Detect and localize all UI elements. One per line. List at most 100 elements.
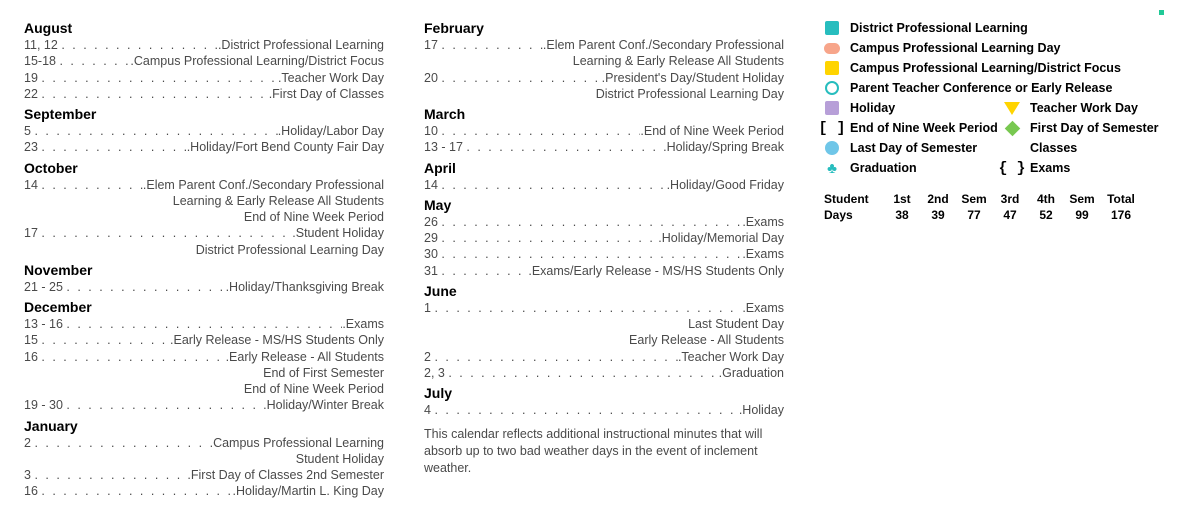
month-title: October bbox=[24, 160, 384, 176]
entry-label: .Student Holiday bbox=[292, 225, 384, 241]
entry-label: .Holiday bbox=[739, 402, 784, 418]
sq-yellow-icon bbox=[824, 60, 840, 76]
days-header-cell: Student bbox=[824, 192, 884, 206]
entry-continuation: District Professional Learning Day bbox=[424, 86, 784, 102]
circ-teal-icon bbox=[824, 80, 840, 96]
entry-continuation: End of Nine Week Period bbox=[24, 381, 384, 397]
legend-item: Parent Teacher Conference or Early Relea… bbox=[824, 80, 1182, 96]
entry-label: .Campus Professional Learning/District F… bbox=[130, 53, 384, 69]
month-title: February bbox=[424, 20, 784, 36]
entry-label: .Exams bbox=[342, 316, 384, 332]
month-block: June1 .ExamsLast Student DayEarly Releas… bbox=[424, 283, 784, 381]
entry-date: 22 bbox=[24, 86, 41, 102]
entry-label: .Holiday/Thanksgiving Break bbox=[226, 279, 384, 295]
column-1: August11, 12 .District Professional Lear… bbox=[24, 20, 384, 504]
legend-label: Campus Professional Learning/District Fo… bbox=[850, 61, 1121, 75]
entry-dots bbox=[441, 230, 658, 246]
legend-label: Classes bbox=[1030, 141, 1077, 155]
student-days-table: Student 1st 2nd Sem 3rd 4th Sem Total Da… bbox=[824, 192, 1182, 222]
days-header-row: Student 1st 2nd Sem 3rd 4th Sem Total bbox=[824, 192, 1182, 206]
entry-label: .President's Day/Student Holiday bbox=[602, 70, 784, 86]
entry-date: 3 bbox=[24, 467, 34, 483]
entry-continuation: Last Student Day bbox=[424, 316, 784, 332]
entry-continuation: District Professional Learning Day bbox=[24, 242, 384, 258]
entry-date: 29 bbox=[424, 230, 441, 246]
entry-date: 21 - 25 bbox=[24, 279, 66, 295]
days-cell: 99 bbox=[1064, 208, 1100, 222]
footnote: This calendar reflects additional instru… bbox=[424, 426, 784, 477]
calendar-entry: 16 .Holiday/Martin L. King Day bbox=[24, 483, 384, 499]
legend-label: Campus Professional Learning Day bbox=[850, 41, 1060, 55]
days-cell: Days bbox=[824, 208, 884, 222]
days-header-cell: 1st bbox=[884, 192, 920, 206]
entry-dots bbox=[41, 86, 268, 102]
entry-date: 13 - 16 bbox=[24, 316, 66, 332]
club-icon: ♣ bbox=[824, 160, 840, 176]
brackets-icon: [ ] bbox=[824, 120, 840, 136]
entry-dots bbox=[441, 37, 543, 53]
sq-teal-icon bbox=[824, 20, 840, 36]
entry-label: .End of Nine Week Period bbox=[640, 123, 784, 139]
month-title: January bbox=[24, 418, 384, 434]
days-cell: 47 bbox=[992, 208, 1028, 222]
days-header-cell: Total bbox=[1100, 192, 1142, 206]
days-cell: 38 bbox=[884, 208, 920, 222]
sq-purple-icon bbox=[824, 100, 840, 116]
entry-date: 2 bbox=[424, 349, 434, 365]
entry-dots bbox=[61, 37, 218, 53]
legend-item: Last Day of Semester bbox=[824, 140, 1004, 156]
legend-column: District Professional LearningCampus Pro… bbox=[824, 20, 1182, 504]
month-block: November21 - 25 .Holiday/Thanksgiving Br… bbox=[24, 262, 384, 295]
entry-date: 16 bbox=[24, 483, 41, 499]
calendar-entry: 13 - 17 .Holiday/Spring Break bbox=[424, 139, 784, 155]
month-title: March bbox=[424, 106, 784, 122]
entry-continuation: Student Holiday bbox=[24, 451, 384, 467]
calendar-entry: 20 .President's Day/Student Holiday bbox=[424, 70, 784, 86]
entry-dots bbox=[466, 139, 663, 155]
calendar-entry: 21 - 25 .Holiday/Thanksgiving Break bbox=[24, 279, 384, 295]
entry-dots bbox=[434, 349, 678, 365]
entry-date: 11, 12 bbox=[24, 37, 61, 53]
days-cell: 176 bbox=[1100, 208, 1142, 222]
month-title: April bbox=[424, 160, 784, 176]
month-block: April14 .Holiday/Good Friday bbox=[424, 160, 784, 193]
entry-label: .Elem Parent Conf./Secondary Professiona… bbox=[543, 37, 784, 53]
entry-date: 5 bbox=[24, 123, 34, 139]
entry-dots bbox=[434, 300, 742, 316]
entry-date: 13 - 17 bbox=[424, 139, 466, 155]
legend-row: HolidayTeacher Work Day bbox=[824, 100, 1182, 120]
legend-label: Teacher Work Day bbox=[1030, 101, 1138, 115]
entry-dots bbox=[441, 177, 666, 193]
calendar-entry: 22 .First Day of Classes bbox=[24, 86, 384, 102]
entry-dots bbox=[41, 349, 225, 365]
days-header-cell: 2nd bbox=[920, 192, 956, 206]
entry-dots bbox=[441, 123, 640, 139]
calendar-entry: 13 - 16 .Exams bbox=[24, 316, 384, 332]
entry-dots bbox=[66, 316, 342, 332]
calendar-entry: 1 .Exams bbox=[424, 300, 784, 316]
calendar-entry: 17 .Student Holiday bbox=[24, 225, 384, 241]
entry-label: .Holiday/Memorial Day bbox=[658, 230, 784, 246]
pill-orange-icon bbox=[824, 40, 840, 56]
days-header-cell: Sem bbox=[956, 192, 992, 206]
days-cell: 52 bbox=[1028, 208, 1064, 222]
month-block: March10 .End of Nine Week Period13 - 17 … bbox=[424, 106, 784, 156]
entry-label: .Teacher Work Day bbox=[678, 349, 784, 365]
entry-dots bbox=[41, 332, 170, 348]
entry-dots bbox=[34, 123, 277, 139]
month-block: October14 .Elem Parent Conf./Secondary P… bbox=[24, 160, 384, 258]
legend-item: [ ]End of Nine Week Period bbox=[824, 120, 1004, 136]
entry-continuation: Learning & Early Release All Students bbox=[424, 53, 784, 69]
entry-date: 4 bbox=[424, 402, 434, 418]
month-title: November bbox=[24, 262, 384, 278]
legend-item: Campus Professional Learning Day bbox=[824, 40, 1182, 56]
legend-item: Teacher Work Day bbox=[1004, 100, 1182, 116]
entry-label: .Holiday/Fort Bend County Fair Day bbox=[187, 139, 384, 155]
calendar-entry: 19 - 30 .Holiday/Winter Break bbox=[24, 397, 384, 413]
calendar-entry: 31 .Exams/Early Release - MS/HS Students… bbox=[424, 263, 784, 279]
entry-dots bbox=[66, 279, 225, 295]
entry-dots bbox=[434, 402, 738, 418]
days-cell: 77 bbox=[956, 208, 992, 222]
legend-row: Last Day of Semester Classes bbox=[824, 140, 1182, 160]
legend-label: Exams bbox=[1030, 161, 1070, 175]
